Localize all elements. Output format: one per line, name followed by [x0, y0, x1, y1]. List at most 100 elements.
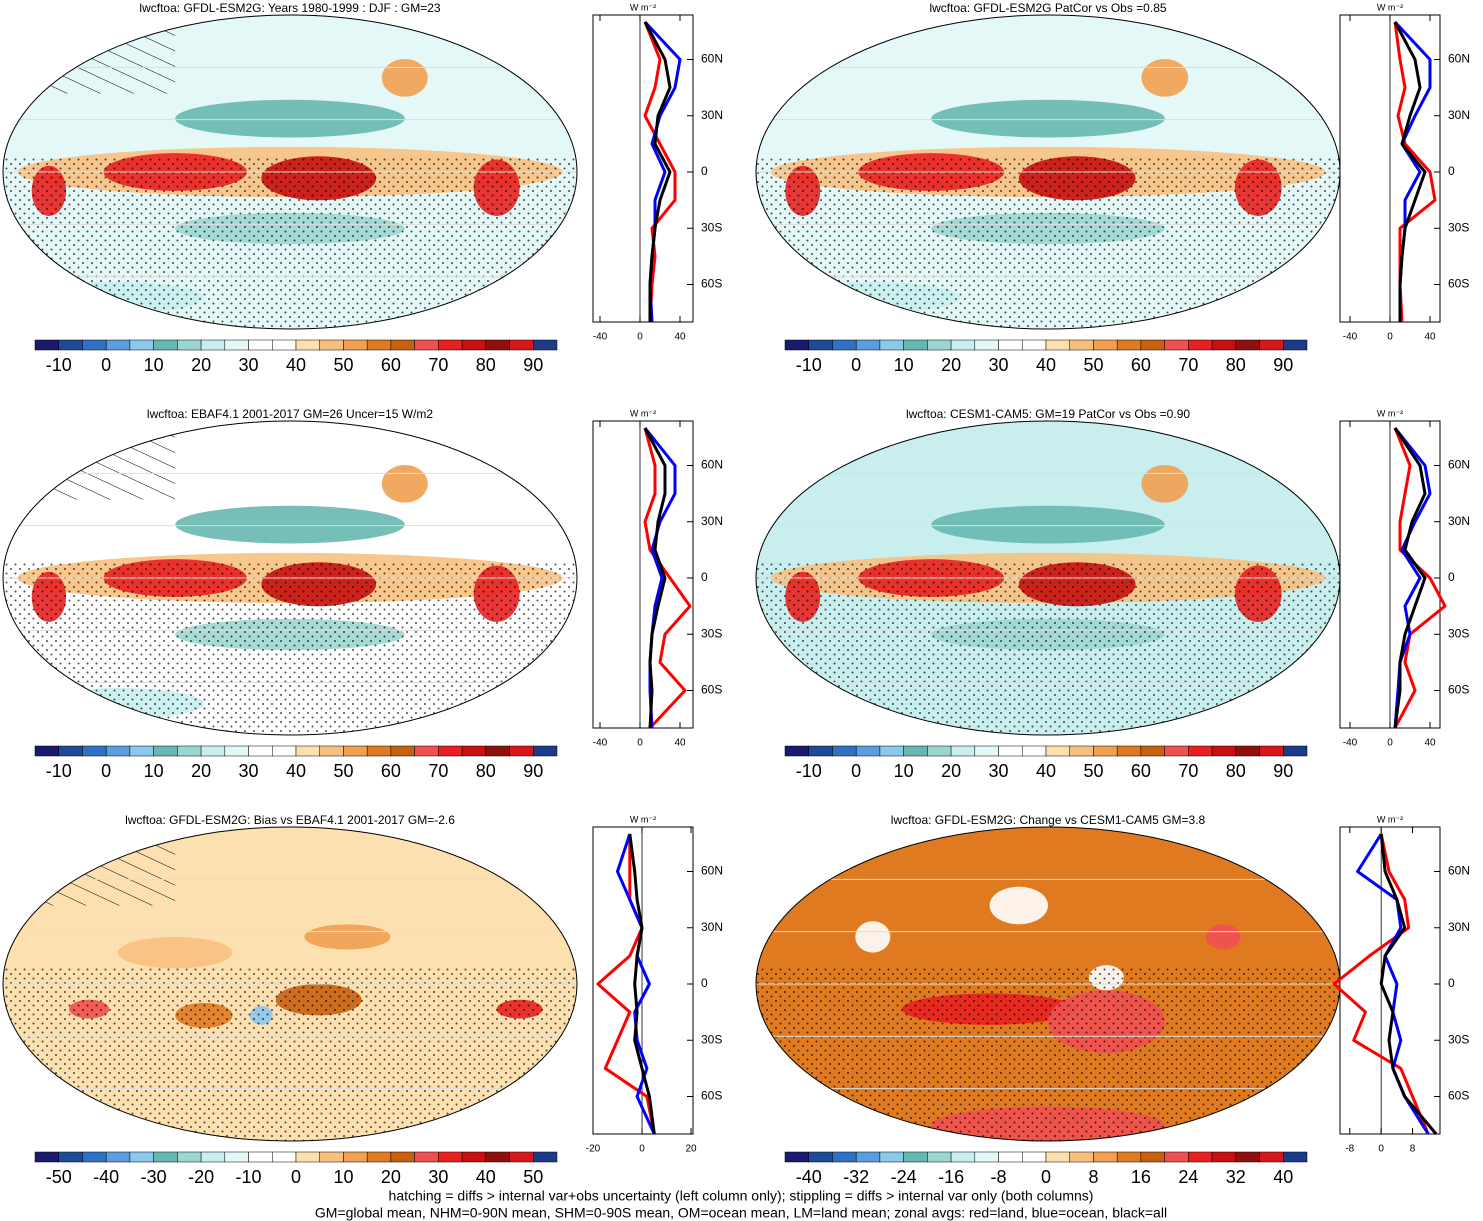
colorbar-box — [58, 1151, 83, 1163]
colorbar-box — [82, 745, 107, 757]
colorbar-label: -30 — [141, 1167, 167, 1187]
footer-line: hatching = diffs > internal var+obs unce… — [389, 1188, 1094, 1204]
y-tick-label: 30S — [701, 220, 722, 234]
colorbar-label: -32 — [843, 1167, 869, 1187]
map-field — [381, 464, 428, 503]
colorbar-label: 60 — [1131, 761, 1151, 781]
x-tick-label: 40 — [1424, 332, 1436, 343]
colorbar-box — [879, 339, 904, 351]
x-tick-label: 0 — [637, 332, 643, 343]
x-tick-label: 40 — [674, 332, 686, 343]
colorbar-box — [1116, 339, 1142, 351]
colorbar-label: 30 — [239, 355, 259, 375]
colorbar-box — [200, 745, 226, 757]
colorbar-box — [533, 745, 558, 757]
colorbar-box — [879, 1151, 904, 1163]
colorbar-box — [1188, 1151, 1213, 1163]
colorbar-label: -16 — [938, 1167, 964, 1187]
colorbar-label: 20 — [941, 355, 961, 375]
colorbar-label: 70 — [1178, 761, 1198, 781]
y-tick-label: 60S — [1448, 277, 1469, 291]
colorbar-box — [1140, 339, 1165, 351]
x-tick-label: 20 — [685, 1144, 697, 1155]
y-tick-label: 30N — [701, 920, 723, 934]
hatching — [3, 15, 176, 94]
colorbar-label: -10 — [796, 761, 822, 781]
y-tick-label: 30S — [701, 626, 722, 640]
colorbar-box — [998, 745, 1023, 757]
stippling — [756, 562, 1340, 735]
colorbar-box — [1045, 1151, 1070, 1163]
map-outline — [2, 826, 578, 1142]
y-tick-label: 60S — [1448, 683, 1469, 697]
y-tick-label: 0 — [701, 164, 708, 178]
colorbar-box — [1211, 1151, 1237, 1163]
x-tick-label: -40 — [593, 738, 608, 749]
zonal-units: W m⁻² — [630, 408, 656, 418]
panel-title: lwcftoa: EBAF4.1 2001-2017 GM=26 Uncer=1… — [147, 407, 433, 421]
x-tick-label: 8 — [1410, 1144, 1416, 1155]
map — [3, 15, 577, 329]
colorbar-box — [1093, 339, 1118, 351]
colorbar-box — [414, 745, 439, 757]
y-tick-label: 60N — [701, 52, 723, 66]
colorbar-box — [272, 745, 297, 757]
colorbar-box — [129, 339, 154, 351]
colorbar-box — [366, 1151, 392, 1163]
colorbar-box — [390, 339, 415, 351]
colorbar-box — [129, 745, 154, 757]
colorbar-box — [998, 339, 1023, 351]
zonal-frame — [592, 14, 694, 323]
y-tick-label: 60N — [1448, 864, 1470, 878]
colorbar-label: -10 — [46, 761, 72, 781]
colorbar-box — [1045, 745, 1070, 757]
colorbar-box — [461, 745, 487, 757]
map-field — [381, 58, 428, 97]
colorbar-box — [879, 745, 904, 757]
zonal-line — [628, 833, 656, 1135]
map-field — [989, 886, 1048, 925]
colorbar-box — [82, 339, 107, 351]
colorbar-box — [390, 745, 415, 757]
x-tick-label: 0 — [1378, 1144, 1384, 1155]
colorbar-label: 10 — [333, 1167, 353, 1187]
colorbar-box — [855, 745, 881, 757]
map-field — [1141, 464, 1189, 503]
colorbar-box — [808, 745, 833, 757]
colorbar-label: 40 — [1273, 1167, 1293, 1187]
y-tick-label: 60S — [1448, 1089, 1469, 1103]
colorbar-box — [224, 339, 249, 351]
colorbar-box — [343, 1151, 368, 1163]
colorbar-box — [343, 339, 368, 351]
colorbar-box — [903, 339, 928, 351]
x-tick-label: 40 — [674, 738, 686, 749]
colorbar-box — [855, 1151, 881, 1163]
panel-title: lwcftoa: CESM1-CAM5: GM=19 PatCor vs Obs… — [906, 407, 1190, 421]
colorbar-box — [784, 1151, 809, 1163]
colorbar-box — [927, 1151, 952, 1163]
y-tick-label: 60N — [1448, 52, 1470, 66]
colorbar-label: 40 — [1036, 355, 1056, 375]
colorbar-box — [1022, 339, 1047, 351]
zonal-line — [596, 834, 656, 1135]
colorbar-box — [366, 339, 392, 351]
map-field — [304, 924, 391, 950]
y-tick-label: 60S — [701, 277, 722, 291]
colorbar-box — [784, 745, 809, 757]
y-tick-label: 60S — [701, 683, 722, 697]
zonal-line — [643, 427, 692, 730]
colorbar-box — [438, 745, 463, 757]
colorbar-label: 60 — [1131, 355, 1151, 375]
colorbar-label: 0 — [851, 761, 861, 781]
hatching — [3, 827, 176, 906]
zonal-frame — [592, 826, 694, 1135]
map-field — [931, 505, 1165, 544]
colorbar-box — [1116, 745, 1142, 757]
colorbar-label: 60 — [381, 355, 401, 375]
colorbar-box — [1093, 745, 1118, 757]
colorbar-box — [319, 745, 344, 757]
colorbar-box — [533, 1151, 558, 1163]
colorbar-label: 30 — [989, 761, 1009, 781]
colorbar-box — [509, 1151, 534, 1163]
